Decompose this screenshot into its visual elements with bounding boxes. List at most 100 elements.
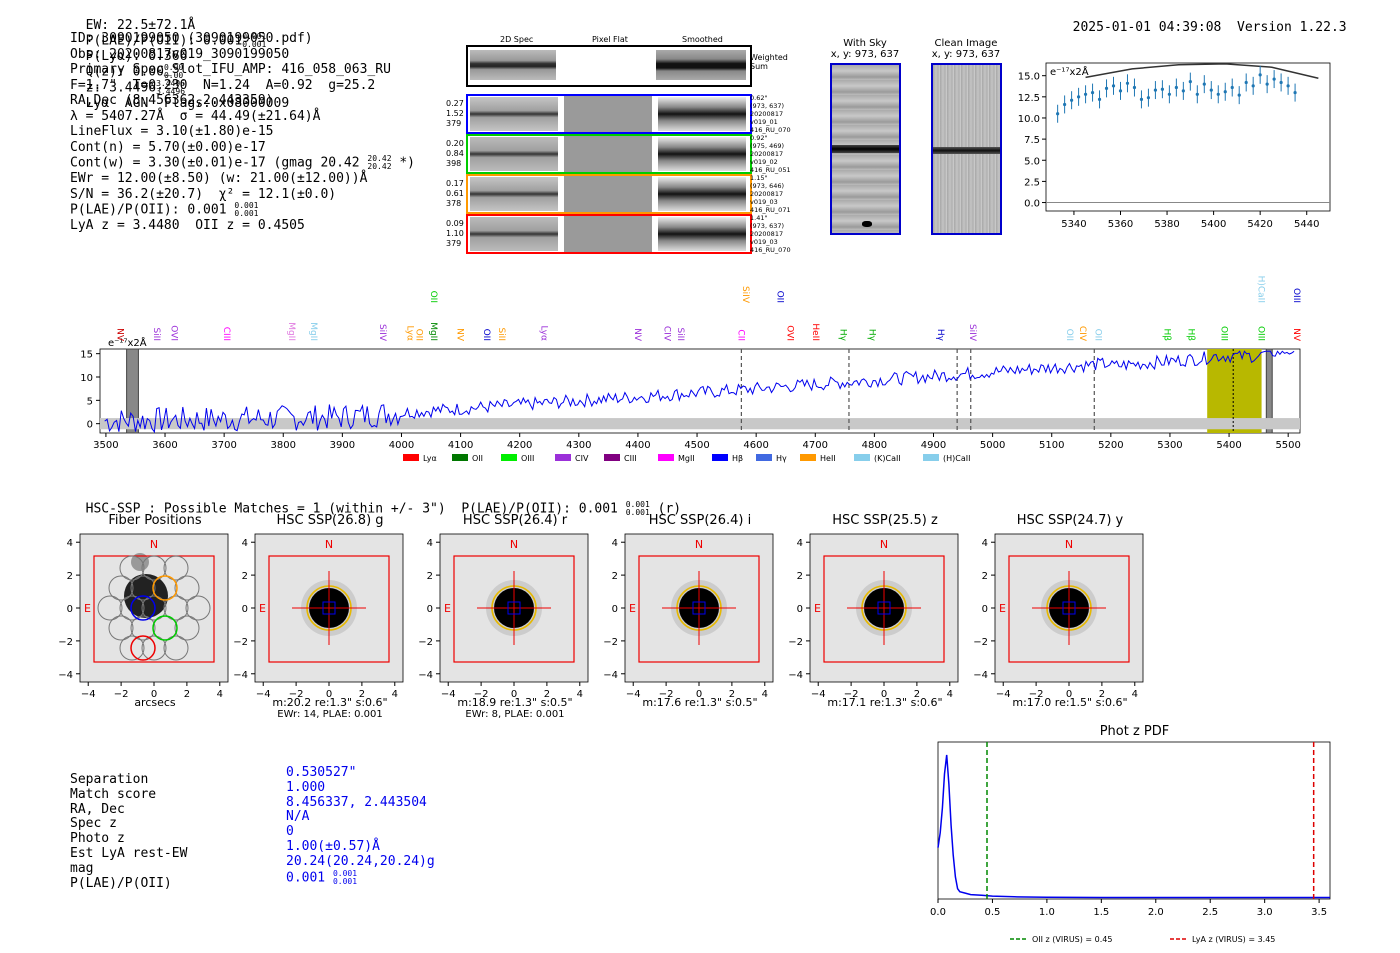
spectrum-curve: [104, 350, 1295, 434]
legend-swatch: [800, 454, 816, 461]
cutout-smooth: [658, 177, 746, 211]
zoom-data-point: [1097, 90, 1102, 109]
neighbor-blob: [131, 553, 149, 571]
hsc-xtick-label: −4: [81, 689, 96, 700]
noise-band: [100, 418, 1300, 430]
hsc-caption-line2: EWr: 14, PLAE: 0.001: [277, 709, 383, 720]
zoom-data-point: [1279, 73, 1283, 92]
zoom-xtick-label: 5340: [1061, 219, 1086, 230]
spectral-line-label: MgII: [286, 322, 296, 341]
stat-a: 0.17: [446, 179, 464, 188]
header-qz: Q(z): 0.00: [85, 64, 164, 80]
zoom-ytick-label: 15.0: [1018, 72, 1040, 83]
legend-entry: OII: [452, 454, 483, 463]
stat-b: 0.61: [446, 189, 464, 198]
hsc-panel-plot: N E −4 −4 −2 −2 0 0 2 2 4 4: [418, 533, 589, 700]
zoom-point-marker: [1293, 91, 1297, 95]
spectral-line-label: SiIV: [967, 324, 977, 342]
hsc-panel: HSC SSP(26.8) g N E −4 −4 −2 −2 0 0 2 2 4 4 m:20.2 re…: [225, 510, 445, 725]
spectral-line-label: OII: [413, 329, 423, 341]
zoom-point-marker: [1104, 86, 1109, 90]
cutout-flat: [564, 136, 652, 172]
zoom-xtick-label: 5380: [1154, 219, 1179, 230]
info-lyaz: LyA z = 3.4480 OII z = 0.4505: [70, 218, 305, 233]
hsc-xtick-label: −2: [289, 689, 304, 700]
hsc-xtick-label: 0: [696, 689, 702, 700]
photz-xtick-label: 0.5: [984, 907, 1000, 918]
fiber-circle: [108, 575, 134, 601]
detail-d1: 1.15": [750, 174, 768, 182]
zoom-point-marker: [1076, 95, 1081, 99]
spectral-line-label: CII: [735, 329, 745, 341]
fiber-circle: [163, 635, 189, 661]
spectral-line-label-top: SiIV: [740, 286, 750, 304]
match-value: 20.24(20.24,20.24)g: [286, 854, 516, 870]
info-fparams: F=1.7" T=0.230 N=1.24 A=0.92 g=25.2: [70, 77, 376, 93]
spectral-line-label: Lyα: [404, 326, 414, 342]
zoom-point-marker: [1223, 90, 1227, 94]
center-box: [507, 601, 521, 615]
east-label: E: [259, 602, 266, 615]
legend-swatch: [452, 454, 468, 461]
hsc-xtick-label: 4: [947, 689, 953, 700]
detail-d1: 0.92": [750, 134, 768, 142]
clean-image: [931, 63, 1002, 235]
zoom-point-marker: [1279, 80, 1283, 85]
photz-xtick-label: 0.0: [930, 907, 946, 918]
hsc-caption-line1: m:17.0 re:1.5" s:0.6": [1012, 696, 1128, 709]
zoom-data-point: [1167, 85, 1171, 104]
match-label: Separation: [70, 772, 149, 787]
hsc-ytick-label: 4: [67, 538, 73, 549]
hsc-xtick-label: 2: [544, 689, 550, 700]
col-smoothed: Smoothed: [682, 35, 723, 44]
legend-entry: CIII: [604, 454, 637, 463]
zoom-data-point: [1244, 73, 1248, 92]
zoom-point-marker: [1097, 97, 1102, 101]
match-value-text: 1.00(±0.57)Å: [286, 838, 380, 854]
weighted-sum-label: Weighted Sum: [750, 53, 788, 71]
fiber-circle: [130, 575, 156, 601]
search-box: [823, 555, 945, 663]
hsc-panel: HSC SSP(24.7) y N E −4 −4 −2 −2 0 0 2 2 4 4 m:17.0 re…: [965, 510, 1185, 725]
fiber-blue: [130, 595, 156, 621]
spectrum-xtick-label: 3600: [152, 440, 177, 451]
hsc-xtick-label: 4: [392, 689, 398, 700]
spectrum-ytick-label: 15: [80, 350, 93, 361]
hsc-ytick-label: 0: [982, 604, 988, 615]
legend-label: CIII: [624, 454, 637, 463]
spectrum-ytick-label: 0: [87, 420, 93, 431]
hsc-panel-caption: m:20.2 re:1.3" s:0.6" EWr: 14, PLAE: 0.00…: [225, 697, 435, 721]
match-value-text: N/A: [286, 809, 310, 825]
zoom-spectrum-chart: e⁻¹⁷x2Å 5340 5360 5380 5400 5420 5440 0.0 2.5 5.0…: [1018, 62, 1331, 230]
header-z: z: 3.4496: [85, 80, 157, 96]
spectral-line-label: OIII: [1256, 326, 1266, 341]
hsc-ytick-label: −2: [788, 637, 803, 648]
zoom-point-marker: [1153, 88, 1158, 92]
detail-d3: 20200817: [750, 150, 784, 158]
zoom-point-marker: [1083, 92, 1088, 96]
spectrum-xtick-label: 4000: [389, 440, 414, 451]
spectral-line-label: OVI: [169, 325, 179, 341]
north-label: N: [880, 538, 888, 551]
stat-c: 398: [446, 159, 462, 168]
legend-label: Hβ: [732, 454, 743, 463]
spectral-line-label: SiII: [496, 327, 506, 341]
hsc-ytick-label: −2: [58, 637, 73, 648]
info-plae: P(LAE)/P(OII): 0.001 0.001 0.001: [70, 201, 259, 218]
detection-info: ID: 3090199050 (3090199050.pdf) Obs: 202…: [70, 31, 415, 234]
spectral-line-label: NV: [115, 328, 125, 342]
spectrum-xtick-label: 5500: [1275, 440, 1300, 451]
cutout-row: [466, 134, 752, 174]
fiber-circle: [97, 595, 123, 621]
east-label: E: [444, 602, 451, 615]
hsc-ytick-label: 4: [427, 538, 433, 549]
hsc-caption-line1: m:17.1 re:1.3" s:0.6": [827, 696, 943, 709]
info-ewr: EWr = 12.00(±8.50) (w: 21.00(±12.00))Å: [70, 171, 368, 186]
legend-entry: (H)CaII: [923, 454, 970, 463]
stat-c: 379: [446, 239, 462, 248]
legend-entry: MgII: [658, 454, 695, 463]
spectrum-xtick-label: 4300: [566, 440, 591, 451]
info-primary: Primary Spec_Slot_IFU_AMP: 416_058_063_R…: [70, 62, 391, 77]
spectral-line-label: CIII: [221, 327, 231, 341]
hsc-xtick-label: 2: [1099, 689, 1105, 700]
